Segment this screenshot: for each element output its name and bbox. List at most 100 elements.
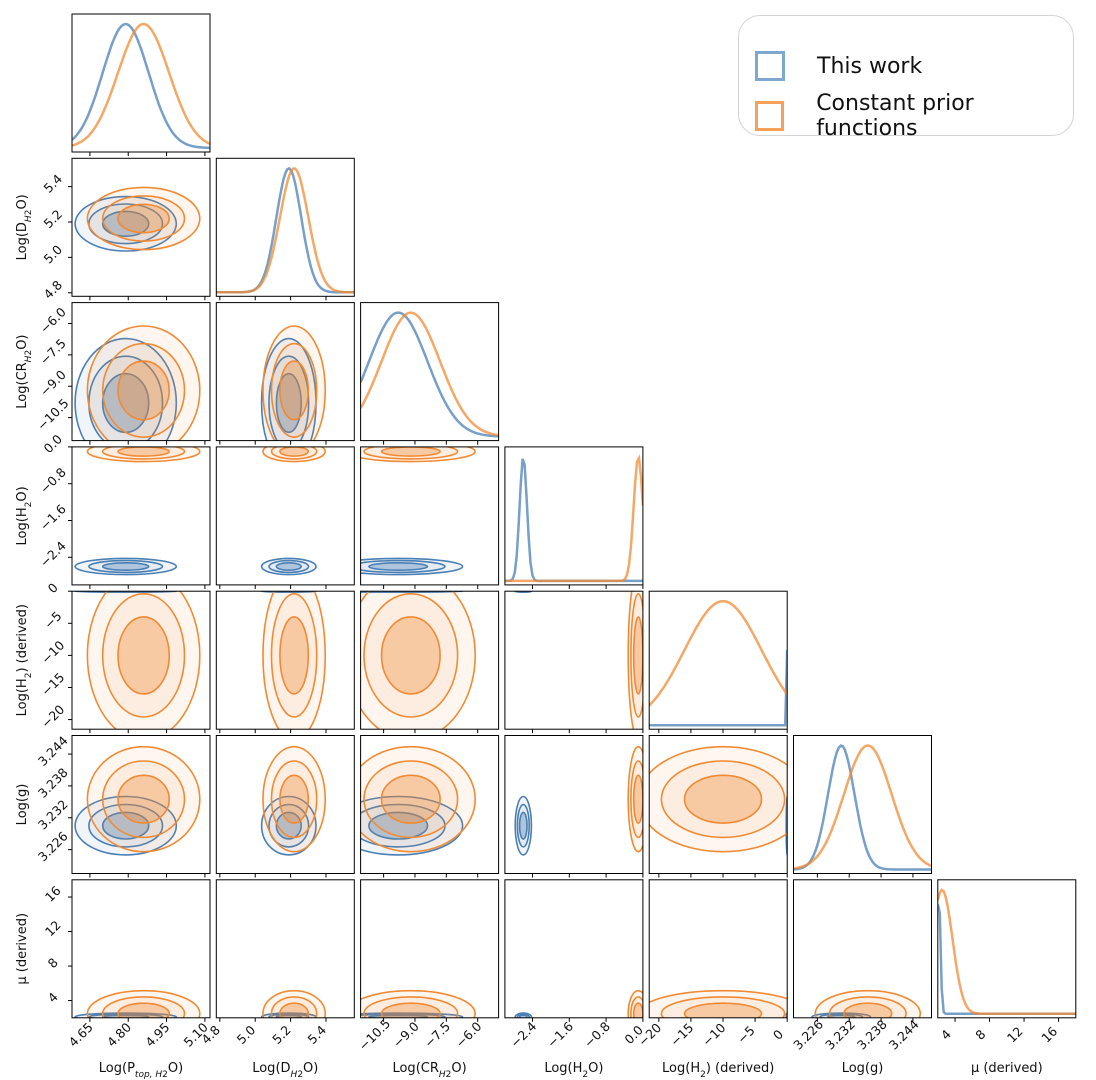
ytick-label: 5.2 bbox=[40, 206, 65, 231]
contour-this-work-2 bbox=[516, 803, 530, 848]
panel-frame bbox=[360, 879, 500, 1019]
panel-frame bbox=[71, 302, 211, 442]
panel-h2-vs-h2 bbox=[648, 590, 788, 734]
xtick-label: 8 bbox=[972, 1026, 988, 1042]
contour-constant-prior-3 bbox=[649, 989, 788, 1018]
contour-this-work-3 bbox=[74, 337, 178, 441]
contour-constant-prior-3 bbox=[262, 745, 327, 853]
contour-constant-prior-1 bbox=[380, 1002, 441, 1018]
contour-this-work-2 bbox=[516, 1013, 530, 1018]
contour-constant-prior-2 bbox=[270, 593, 318, 718]
panel-mu-vs-crh2o: −10.5−9.0 −7.5 −6.0 bbox=[356, 879, 500, 1054]
legend-entry-constant-prior: Constant prior functions bbox=[755, 91, 1073, 141]
ytick-label: 0 bbox=[45, 580, 61, 596]
panel-frame bbox=[504, 735, 644, 874]
contour-this-work-3 bbox=[811, 1012, 872, 1018]
ytick-label: −0.8 bbox=[37, 464, 69, 496]
panel-frame bbox=[71, 446, 211, 586]
xaxis-label-h2: Log(H2) (derived) bbox=[662, 1061, 774, 1080]
contour-constant-prior-2 bbox=[101, 593, 186, 718]
contour-constant-prior-3 bbox=[627, 591, 643, 730]
xtick-label: 12 bbox=[1004, 1024, 1026, 1046]
contour-constant-prior-3 bbox=[262, 446, 326, 463]
panel-dh2o-vs-dh2o bbox=[215, 157, 355, 301]
xtick-label: −5 bbox=[734, 1023, 758, 1047]
panel-frame bbox=[215, 590, 355, 730]
contour-constant-prior-1 bbox=[117, 774, 171, 824]
contour-this-work-1 bbox=[518, 811, 528, 840]
contour-this-work-1 bbox=[275, 372, 302, 434]
panel-frame bbox=[937, 879, 1077, 1019]
xtick-label: −10.5 bbox=[356, 1016, 394, 1054]
xtick-label: −7.5 bbox=[421, 1019, 453, 1051]
panel-frame bbox=[215, 302, 355, 442]
xtick-label: 4.95 bbox=[142, 1019, 172, 1049]
ytick-label: 5.0 bbox=[40, 242, 65, 267]
xtick-label: 3.238 bbox=[854, 1017, 890, 1053]
contour-constant-prior-1 bbox=[380, 616, 441, 695]
xtick-label: −1.6 bbox=[544, 1019, 576, 1051]
contour-this-work-1 bbox=[368, 811, 429, 840]
xtick-label: 3.244 bbox=[886, 1017, 922, 1053]
contour-constant-prior-3 bbox=[86, 591, 201, 730]
panel-frame bbox=[360, 590, 500, 730]
contour-this-work-3 bbox=[74, 557, 178, 576]
xtick-label: −6.0 bbox=[452, 1019, 484, 1051]
panel-frame bbox=[71, 735, 211, 874]
marginal-crh2o-this-work bbox=[360, 311, 499, 438]
ytick-label: 16 bbox=[42, 883, 64, 905]
xtick-label: −0.8 bbox=[581, 1019, 613, 1051]
marginal-logg-constant-prior bbox=[793, 744, 932, 870]
panel-crh2o-vs-ptop: −10.5−9.0−7.5−6.0 bbox=[34, 302, 211, 445]
marginal-h2-constant-prior bbox=[649, 599, 788, 707]
contour-constant-prior-2 bbox=[270, 996, 318, 1018]
panel-mu-vs-h2: −20 −15 −10 −5 0 bbox=[635, 879, 788, 1049]
contour-constant-prior-1 bbox=[117, 203, 171, 234]
panel-frame bbox=[215, 157, 355, 297]
contour-this-work-1 bbox=[518, 1014, 528, 1018]
legend-label-this-work: This work bbox=[817, 53, 923, 79]
contour-constant-prior-2 bbox=[660, 760, 786, 839]
contour-constant-prior-3 bbox=[360, 745, 476, 853]
contour-constant-prior-1 bbox=[279, 360, 310, 421]
legend: This work Constant prior functions bbox=[738, 15, 1074, 141]
ytick-label: −10.5 bbox=[34, 396, 72, 434]
xtick-label: 0 bbox=[770, 1026, 786, 1042]
ytick-label: −2.4 bbox=[37, 538, 69, 570]
panel-h2o-vs-crh2o bbox=[360, 446, 500, 589]
ytick-label: −15 bbox=[38, 670, 67, 699]
marginal-h2-this-work bbox=[649, 649, 788, 727]
contour-constant-prior-1 bbox=[117, 1002, 170, 1018]
contour-constant-prior-2 bbox=[828, 996, 907, 1018]
marginal-mu-this-work bbox=[937, 904, 1076, 1016]
contour-this-work-1 bbox=[368, 561, 429, 571]
panel-frame bbox=[71, 157, 211, 297]
panel-frame bbox=[215, 879, 355, 1019]
contour-this-work-3 bbox=[260, 557, 317, 576]
xtick-label: −2.4 bbox=[507, 1019, 539, 1051]
panel-frame bbox=[215, 446, 355, 586]
contour-constant-prior-2 bbox=[270, 760, 318, 839]
panel-frame bbox=[793, 735, 932, 874]
ytick-label: −10 bbox=[38, 638, 67, 667]
contour-constant-prior-2 bbox=[363, 446, 459, 460]
contour-constant-prior-1 bbox=[632, 1002, 643, 1018]
xtick-label: 16 bbox=[1038, 1024, 1060, 1046]
contour-constant-prior-3 bbox=[262, 325, 326, 441]
xaxis-label-ptop: Log(Ptop, H2O) bbox=[99, 1061, 183, 1080]
marginal-ptop-this-work bbox=[72, 22, 210, 150]
contour-this-work-3 bbox=[74, 195, 178, 252]
xtick-label: −15 bbox=[667, 1020, 696, 1049]
legend-swatch-blue bbox=[755, 51, 785, 81]
contour-constant-prior-3 bbox=[86, 446, 201, 463]
marginal-crh2o-constant-prior bbox=[360, 311, 499, 437]
ytick-label: 3.238 bbox=[35, 765, 71, 801]
contour-this-work-2 bbox=[88, 803, 164, 848]
contour-this-work-1 bbox=[275, 561, 302, 571]
contour-constant-prior-3 bbox=[649, 745, 788, 853]
contour-constant-prior-2 bbox=[101, 342, 186, 439]
ytick-label: −6.0 bbox=[37, 304, 69, 336]
panel-mu-vs-dh2o: 4.8 5.0 5.2 5.4 bbox=[198, 879, 355, 1047]
